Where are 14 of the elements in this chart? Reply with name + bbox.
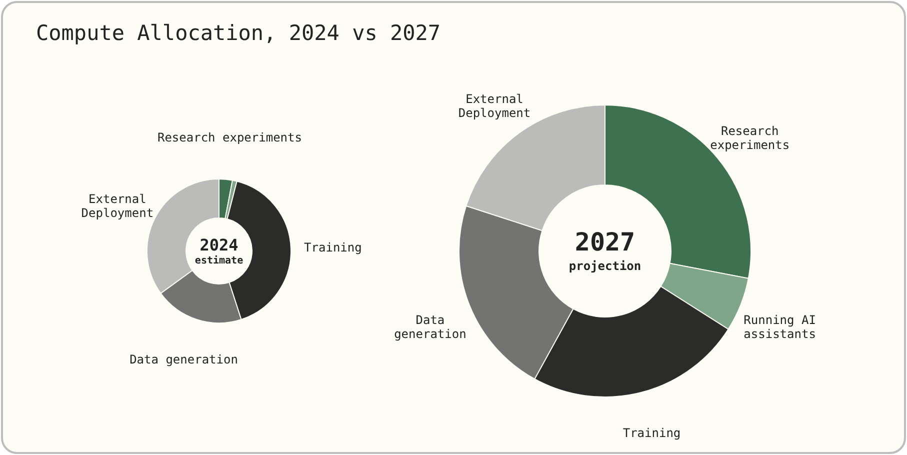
text: projection: [568, 259, 642, 273]
slice-label: Running AI assistants: [744, 313, 816, 342]
text: Compute Allocation, 2024 vs 2027: [36, 21, 441, 45]
text: estimate: [194, 254, 244, 267]
slice-label: Training: [622, 426, 681, 440]
slice-label: External Deployment: [81, 192, 154, 220]
slice-label: External Deployment: [458, 92, 531, 120]
slice-label: Training: [304, 240, 362, 254]
text: 2024: [200, 235, 238, 254]
text: 2027: [574, 227, 636, 256]
slice-label: Data generation: [130, 352, 238, 366]
slice-label: Research experiments: [710, 124, 790, 152]
slice-label: Data generation: [394, 313, 466, 342]
slice-label: Research experiments: [157, 130, 302, 145]
